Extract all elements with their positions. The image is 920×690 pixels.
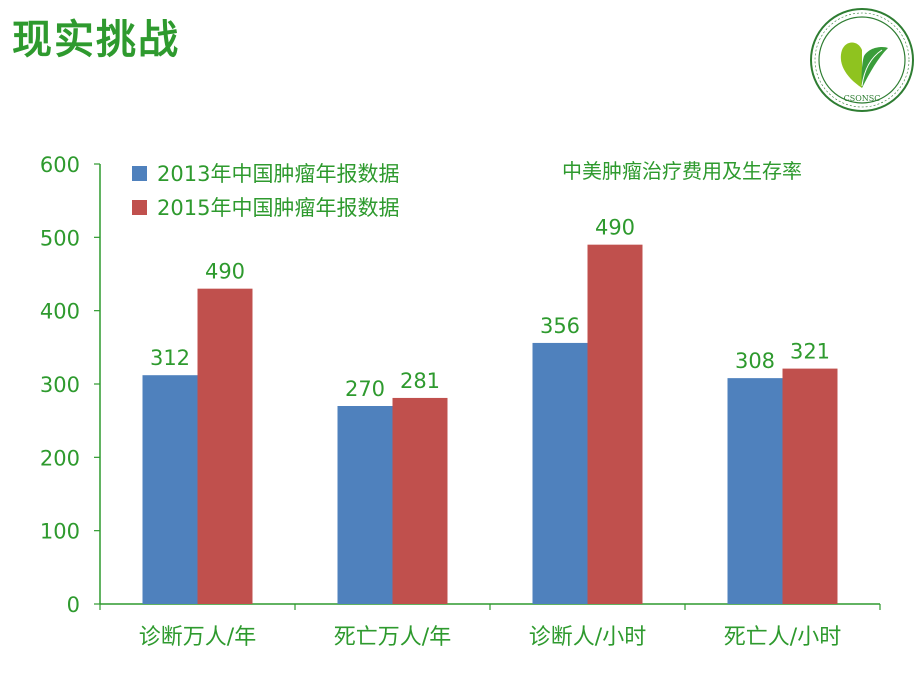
x-category-label: 诊断万人/年	[139, 625, 256, 650]
legend-swatch	[132, 200, 147, 215]
bar-data-label: 281	[400, 369, 440, 393]
bar-data-label: 321	[790, 340, 830, 364]
y-tick-label: 400	[40, 300, 80, 324]
bar-2013-2	[532, 342, 588, 604]
bar-data-label: 312	[150, 346, 190, 370]
bar-2013-1	[337, 406, 393, 604]
y-tick-label: 600	[40, 153, 80, 177]
bar-data-label: 308	[735, 349, 775, 373]
chart-bars	[142, 244, 838, 604]
organization-logo: CSONSC	[808, 6, 916, 114]
bar-data-label: 270	[345, 377, 385, 401]
bar-data-label: 490	[205, 260, 245, 284]
bar-2013-3	[727, 378, 783, 604]
y-tick-label: 500	[40, 226, 80, 250]
chart-legend: 2013年中国肿瘤年报数据 2015年中国肿瘤年报数据	[132, 162, 399, 220]
x-category-label: 死亡人/小时	[724, 625, 841, 650]
bar-data-labels: 312 490 270 281 356 490 308 321	[150, 216, 830, 401]
logo-acronym: CSONSC	[844, 94, 881, 103]
page-title: 现实挑战	[12, 17, 180, 63]
bar-2015-2	[587, 244, 643, 604]
chart-title: 中美肿瘤治疗费用及生存率	[562, 159, 802, 183]
y-tick-label: 300	[40, 373, 80, 397]
y-tick-label: 200	[40, 446, 80, 470]
green-heart-leaf-seal-icon: CSONSC	[810, 8, 914, 112]
bar-2013-0	[142, 375, 198, 604]
y-tick-label: 100	[40, 520, 80, 544]
bar-2015-3	[782, 368, 838, 604]
x-axis-category-labels: 诊断万人/年 死亡万人/年 诊断人/小时 死亡人/小时	[139, 625, 841, 650]
x-category-label: 死亡万人/年	[334, 625, 451, 650]
bar-data-label: 490	[595, 216, 635, 240]
legend-label: 2015年中国肿瘤年报数据	[157, 196, 399, 220]
legend-label: 2013年中国肿瘤年报数据	[157, 162, 399, 186]
y-axis-ticks: 0 100 200 300 400 500 600	[40, 153, 100, 617]
bar-2015-1	[392, 397, 448, 604]
y-tick-label: 0	[67, 593, 80, 617]
bar-data-label: 356	[540, 314, 580, 338]
x-category-label: 诊断人/小时	[529, 625, 646, 650]
legend-swatch	[132, 166, 147, 181]
bar-2015-0	[197, 288, 253, 604]
